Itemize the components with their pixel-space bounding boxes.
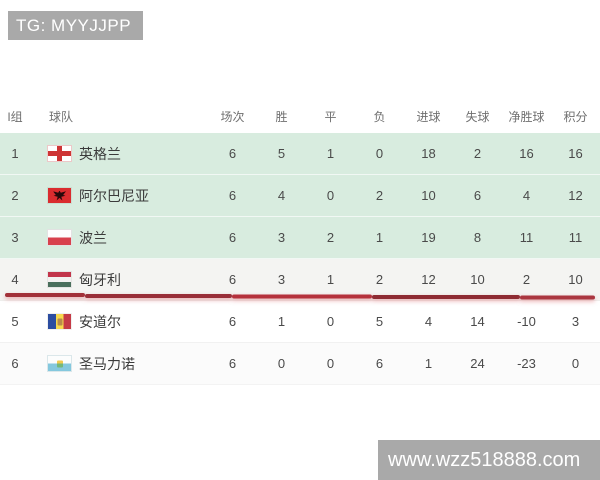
header-goal-diff: 净胜球 [508, 110, 545, 124]
rank-cell: 5 [11, 314, 19, 329]
team-flag-icon [48, 314, 71, 329]
tg-watermark-banner: TG: MYYJJPP [8, 11, 144, 40]
wins-cell: 1 [277, 314, 286, 329]
losses-cell: 1 [375, 230, 384, 245]
team-flag-icon [48, 272, 71, 287]
played-cell: 6 [228, 230, 237, 245]
goals-against-cell: 10 [470, 272, 485, 287]
table-row: 6 圣马力诺 6 0 0 6 1 24 -23 0 [0, 343, 600, 385]
played-cell: 6 [228, 356, 237, 371]
header-goals-against: 失球 [465, 110, 490, 124]
team-name: 安道尔 [79, 313, 121, 330]
header-losses: 负 [373, 110, 386, 124]
header-goals-for: 进球 [416, 110, 441, 124]
goals-against-cell: 8 [473, 230, 482, 245]
played-cell: 6 [228, 188, 237, 203]
wins-cell: 0 [277, 356, 286, 371]
losses-cell: 0 [375, 146, 384, 161]
standings-table: I组 球队 场次 胜 平 负 进球 失球 净胜球 积分 1 英格兰 6 5 1 … [0, 100, 600, 385]
goal-diff-cell: 2 [522, 272, 531, 287]
goals-against-cell: 6 [473, 188, 482, 203]
losses-cell: 5 [375, 314, 384, 329]
points-cell: 3 [571, 314, 580, 329]
team-flag-icon [48, 356, 71, 371]
points-cell: 0 [571, 356, 580, 371]
goals-for-cell: 12 [421, 272, 436, 287]
header-wins: 胜 [275, 110, 288, 124]
points-cell: 12 [568, 188, 583, 203]
draws-cell: 0 [326, 188, 335, 203]
rank-cell: 4 [11, 272, 19, 287]
played-cell: 6 [228, 146, 237, 161]
goal-diff-cell: 16 [519, 146, 534, 161]
draws-cell: 1 [326, 146, 335, 161]
rank-cell: 2 [11, 188, 19, 203]
losses-cell: 2 [375, 188, 384, 203]
tg-watermark-text: TG: MYYJJPP [16, 16, 132, 35]
header-played: 场次 [220, 110, 245, 124]
team-flag-icon [48, 230, 71, 245]
wins-cell: 5 [277, 146, 286, 161]
header-points: 积分 [563, 110, 588, 124]
goals-against-cell: 2 [473, 146, 482, 161]
team-cell: 安道尔 [30, 312, 208, 332]
goal-diff-cell: -10 [517, 314, 536, 329]
header-draws: 平 [324, 110, 337, 124]
team-name: 波兰 [79, 229, 107, 246]
table-row: 1 英格兰 6 5 1 0 18 2 16 16 [0, 133, 600, 175]
site-watermark-text: www.wzz518888.com [388, 449, 581, 471]
goal-diff-cell: -23 [517, 356, 536, 371]
draws-cell: 2 [326, 230, 335, 245]
goals-against-cell: 24 [470, 356, 485, 371]
wins-cell: 3 [277, 230, 286, 245]
table-row: 3 波兰 6 3 2 1 19 8 11 11 [0, 217, 600, 259]
table-body: 1 英格兰 6 5 1 0 18 2 16 16 2 阿尔巴尼亚 6 4 0 2… [0, 133, 600, 385]
goals-for-cell: 18 [421, 146, 436, 161]
goals-for-cell: 19 [421, 230, 436, 245]
team-name: 阿尔巴尼亚 [79, 187, 149, 204]
header-group: I组 [7, 110, 23, 124]
rank-cell: 6 [11, 356, 19, 371]
goals-for-cell: 1 [424, 356, 433, 371]
draws-cell: 1 [326, 272, 335, 287]
points-cell: 10 [568, 272, 583, 287]
team-cell: 阿尔巴尼亚 [30, 186, 208, 206]
table-row: 4 匈牙利 6 3 1 2 12 10 2 10 [0, 259, 600, 301]
team-cell: 匈牙利 [30, 270, 208, 290]
wins-cell: 4 [277, 188, 286, 203]
played-cell: 6 [228, 272, 237, 287]
team-name: 圣马力诺 [79, 355, 135, 372]
team-name: 匈牙利 [79, 271, 121, 288]
rank-cell: 3 [11, 230, 19, 245]
team-flag-icon [48, 188, 71, 203]
rank-cell: 1 [11, 146, 19, 161]
goals-for-cell: 10 [421, 188, 436, 203]
wins-cell: 3 [277, 272, 286, 287]
team-cell: 圣马力诺 [30, 354, 208, 374]
draws-cell: 0 [326, 356, 335, 371]
table-row: 5 安道尔 6 1 0 5 4 14 -10 3 [0, 301, 600, 343]
team-flag-icon [48, 146, 71, 161]
header-team: 球队 [49, 110, 74, 124]
goal-diff-cell: 11 [519, 230, 534, 245]
losses-cell: 6 [375, 356, 384, 371]
team-cell: 波兰 [30, 228, 208, 248]
table-header-row: I组 球队 场次 胜 平 负 进球 失球 净胜球 积分 [0, 100, 600, 133]
site-watermark-banner: www.wzz518888.com [378, 440, 600, 480]
team-name: 英格兰 [79, 145, 121, 162]
played-cell: 6 [228, 314, 237, 329]
points-cell: 16 [568, 146, 583, 161]
table-row: 2 阿尔巴尼亚 6 4 0 2 10 6 4 12 [0, 175, 600, 217]
goals-for-cell: 4 [424, 314, 433, 329]
points-cell: 11 [568, 230, 583, 245]
goals-against-cell: 14 [470, 314, 485, 329]
draws-cell: 0 [326, 314, 335, 329]
team-cell: 英格兰 [30, 144, 208, 164]
goal-diff-cell: 4 [522, 188, 531, 203]
losses-cell: 2 [375, 272, 384, 287]
